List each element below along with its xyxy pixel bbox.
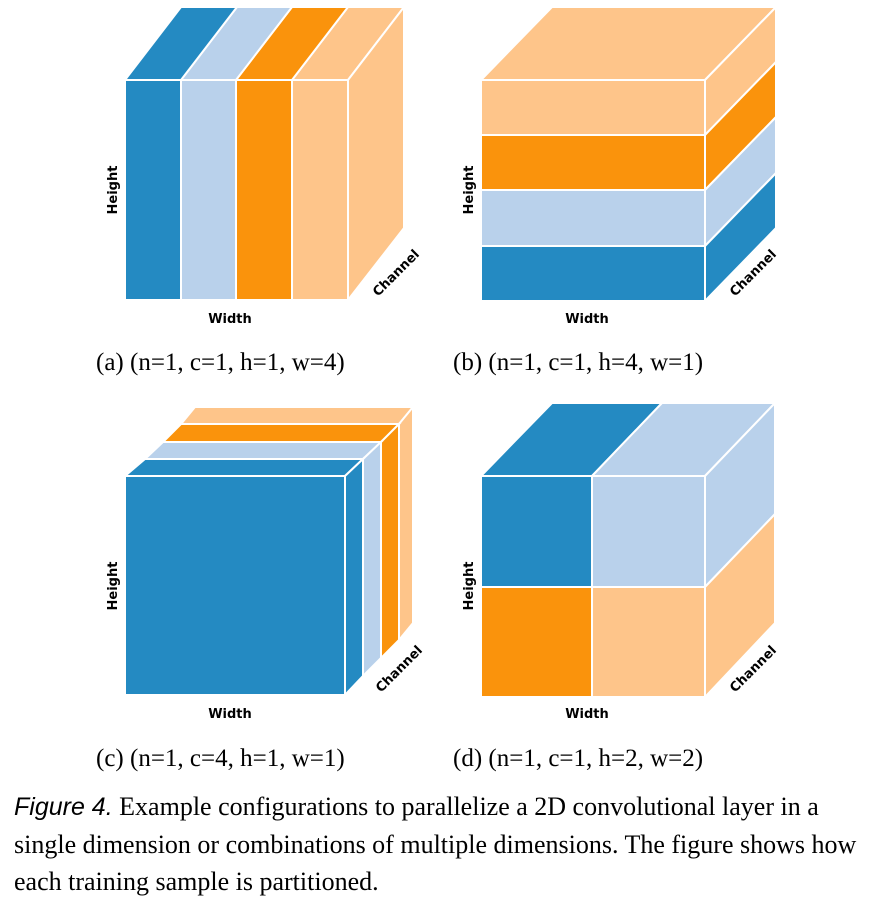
axis-label-width: Width xyxy=(208,707,252,722)
slab-b2-front xyxy=(480,134,706,191)
slab-b1-front xyxy=(480,79,706,136)
slab-c1-side xyxy=(344,456,364,698)
cube-d xyxy=(478,400,778,700)
slab-c1-top xyxy=(122,458,366,477)
axis-label-height: Height xyxy=(462,562,477,611)
slab-c2-side xyxy=(362,439,382,679)
slab-c1-front xyxy=(124,475,346,696)
axis-label-width: Width xyxy=(565,312,609,327)
cube-b xyxy=(478,4,779,304)
slab-a1-front xyxy=(124,79,182,301)
axis-label-height: Height xyxy=(106,562,121,611)
block-d-front-tr xyxy=(591,475,706,588)
subcaption-d: (d) (n=1, c=1, h=2, w=2) xyxy=(453,745,703,772)
figure-canvas: Height Width Channel (a) (n=1, c=1, h=1,… xyxy=(96,4,780,772)
subcaption-a: (a) (n=1, c=1, h=1, w=4) xyxy=(96,349,345,376)
slab-c3-side xyxy=(380,421,400,661)
slab-c3-top xyxy=(160,423,402,443)
cube-a xyxy=(122,4,407,303)
block-d-front-bl xyxy=(480,586,593,698)
caption-label: Figure 4. xyxy=(14,793,113,821)
axis-label-height: Height xyxy=(106,166,121,215)
axis-label-height: Height xyxy=(462,166,477,215)
slab-b3-front xyxy=(480,189,706,247)
subcaption-c: (c) (n=1, c=4, h=1, w=1) xyxy=(96,745,345,772)
axis-label-width: Width xyxy=(208,312,252,327)
block-d-front-tl xyxy=(480,475,593,588)
panel-d: Height Width Channel (d) (n=1, c=1, h=2,… xyxy=(453,400,780,772)
cube-c xyxy=(122,404,416,698)
block-d-front-br xyxy=(591,586,706,698)
slab-b4-side xyxy=(704,170,777,304)
slab-c4-side xyxy=(398,404,414,643)
subcaption-b: (b) (n=1, c=1, h=4, w=1) xyxy=(453,349,703,376)
caption-text: Example configurations to parallelize a … xyxy=(14,792,857,896)
axis-label-width: Width xyxy=(565,707,609,722)
panel-a: Height Width Channel (a) (n=1, c=1, h=1,… xyxy=(96,4,423,376)
panel-c: Height Width Channel (c) (n=1, c=4, h=1,… xyxy=(96,404,426,772)
slab-c4-top xyxy=(178,406,416,425)
panel-b: Height Width Channel (b) (n=1, c=1, h=4,… xyxy=(453,4,780,376)
figure-caption: Figure 4. Example configurations to para… xyxy=(14,788,874,900)
slab-a4-front xyxy=(291,79,349,301)
slab-a2-front xyxy=(180,79,237,301)
slab-c2-top xyxy=(142,441,384,460)
slab-a3-front xyxy=(235,79,293,301)
slab-b4-front xyxy=(480,245,706,302)
